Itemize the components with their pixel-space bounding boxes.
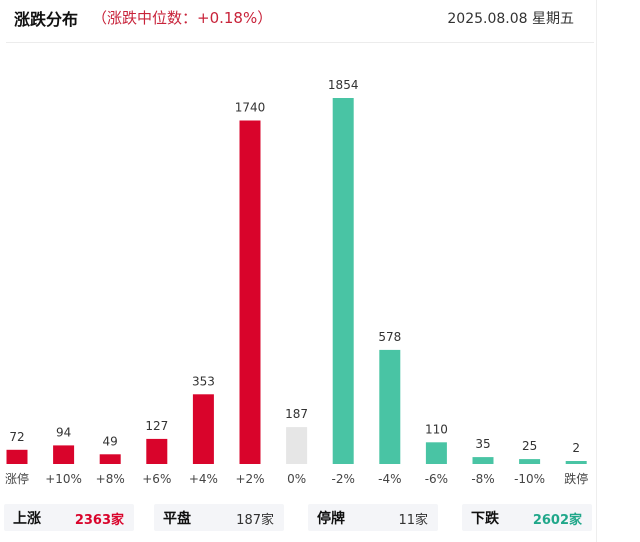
category-label-7: -2% bbox=[332, 472, 355, 486]
bar-1 bbox=[53, 445, 75, 464]
data-label-3: 127 bbox=[145, 419, 168, 433]
category-label-11: -10% bbox=[514, 472, 545, 486]
category-label-0: 涨停 bbox=[5, 471, 29, 486]
panel-edge-divider bbox=[596, 0, 597, 542]
chart-header: 涨跌分布 （涨跌中位数：+0.18%） 2025.08.08 星期五 bbox=[0, 0, 596, 40]
median-change-subtitle: （涨跌中位数：+0.18%） bbox=[92, 9, 273, 27]
data-label-2: 49 bbox=[103, 434, 118, 448]
category-label-4: +4% bbox=[189, 472, 218, 486]
stat-suspended-value: 11家 bbox=[398, 513, 428, 528]
trading-date: 2025.08.08 星期五 bbox=[447, 11, 574, 27]
category-label-6: 0% bbox=[287, 472, 306, 486]
bar-11 bbox=[519, 459, 541, 464]
bar-6 bbox=[286, 427, 308, 464]
category-label-9: -6% bbox=[425, 472, 448, 486]
bar-8 bbox=[379, 349, 401, 464]
distribution-bar-chart: 72 涨停 94 +10% 49 +8% 127 +6% 353 +4% 1740 +2% 187 0% 1… bbox=[5, 78, 588, 486]
stat-flat-value: 187家 bbox=[236, 513, 274, 528]
stat-flat: 平盘 187家 bbox=[154, 504, 284, 531]
data-label-5: 1740 bbox=[235, 101, 266, 115]
category-label-10: -8% bbox=[471, 472, 494, 486]
bar-9 bbox=[425, 442, 447, 464]
stat-rise-label: 上涨 bbox=[13, 511, 41, 527]
data-label-8: 578 bbox=[378, 330, 401, 344]
stat-rise-value: 2363家 bbox=[74, 513, 124, 528]
stat-fall-label: 下跌 bbox=[471, 511, 499, 527]
data-label-6: 187 bbox=[285, 407, 308, 421]
bar-5 bbox=[239, 120, 261, 464]
category-label-12: 跌停 bbox=[564, 471, 588, 486]
category-label-2: +8% bbox=[96, 472, 125, 486]
stat-fall: 下跌 2602家 bbox=[462, 504, 592, 531]
stat-suspended: 停牌 11家 bbox=[308, 504, 438, 531]
bar-12 bbox=[565, 461, 587, 464]
category-label-5: +2% bbox=[235, 472, 264, 486]
stat-fall-value: 2602家 bbox=[532, 513, 582, 528]
data-label-9: 110 bbox=[425, 422, 448, 436]
category-label-3: +6% bbox=[142, 472, 171, 486]
data-label-10: 35 bbox=[475, 437, 490, 451]
bar-10 bbox=[472, 457, 494, 464]
data-label-4: 353 bbox=[192, 374, 215, 388]
bar-4 bbox=[192, 394, 214, 464]
category-label-1: +10% bbox=[45, 472, 82, 486]
data-label-0: 72 bbox=[9, 430, 24, 444]
stat-rise: 上涨 2363家 bbox=[4, 504, 134, 531]
category-label-8: -4% bbox=[378, 472, 401, 486]
bar-2 bbox=[99, 454, 121, 464]
stat-flat-label: 平盘 bbox=[163, 511, 191, 527]
data-label-12: 2 bbox=[572, 441, 580, 455]
header-divider bbox=[6, 42, 594, 43]
page-title: 涨跌分布 bbox=[14, 10, 79, 29]
data-label-11: 25 bbox=[522, 439, 537, 453]
bar-0 bbox=[6, 449, 28, 464]
bar-3 bbox=[146, 438, 168, 464]
data-label-1: 94 bbox=[56, 425, 71, 439]
bar-7 bbox=[332, 98, 354, 464]
data-label-7: 1854 bbox=[328, 78, 359, 92]
stat-suspended-label: 停牌 bbox=[317, 511, 345, 527]
